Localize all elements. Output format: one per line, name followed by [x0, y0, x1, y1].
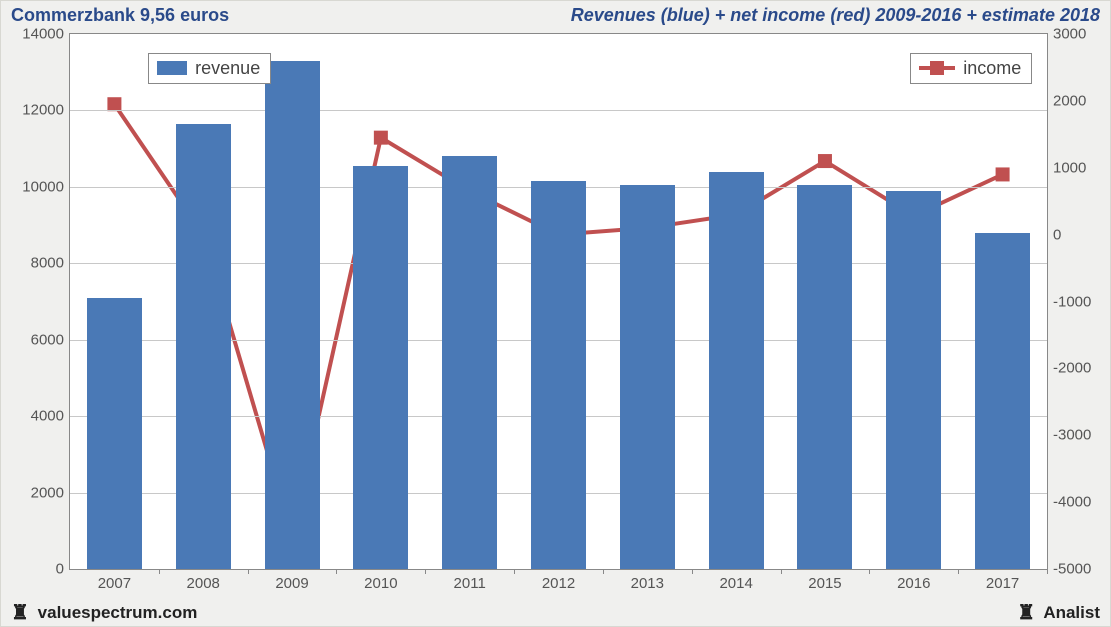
bar — [87, 298, 142, 569]
x-tick-label: 2013 — [631, 575, 664, 592]
x-tick-label: 2007 — [98, 575, 131, 592]
bar — [265, 61, 320, 569]
x-tick-label: 2014 — [719, 575, 752, 592]
footer-left: ♜ valuespectrum.com — [11, 602, 197, 623]
y-tick-left: 10000 — [22, 178, 64, 195]
rook-icon: ♜ — [1017, 603, 1035, 623]
footer-left-text: valuespectrum.com — [38, 603, 198, 622]
x-tick-mark — [425, 569, 426, 574]
bar — [442, 156, 497, 569]
plot-wrap: 02000400060008000100001200014000-5000-40… — [9, 27, 1102, 600]
x-tick-mark — [1047, 569, 1048, 574]
legend-label: revenue — [195, 58, 260, 79]
title-right: Revenues (blue) + net income (red) 2009-… — [571, 5, 1100, 26]
chart-card: Commerzbank 9,56 euros Revenues (blue) +… — [0, 0, 1111, 627]
x-tick-mark — [336, 569, 337, 574]
x-tick-label: 2016 — [897, 575, 930, 592]
x-tick-mark — [159, 569, 160, 574]
bar — [886, 191, 941, 569]
legend-swatch-icon — [157, 61, 187, 75]
y-tick-left: 8000 — [31, 255, 64, 272]
x-tick-label: 2017 — [986, 575, 1019, 592]
bar — [797, 185, 852, 569]
y-tick-right: -3000 — [1053, 427, 1091, 444]
footer-right-text: Analist — [1043, 603, 1100, 622]
legend-line-icon — [919, 66, 955, 70]
x-tick-label: 2011 — [454, 575, 486, 592]
plot-area: 02000400060008000100001200014000-5000-40… — [69, 33, 1048, 570]
x-tick-label: 2012 — [542, 575, 575, 592]
y-tick-right: 0 — [1053, 226, 1061, 243]
bar — [176, 124, 231, 569]
x-tick-mark — [603, 569, 604, 574]
income-marker — [996, 167, 1010, 181]
footer-right: ♜ Analist — [1017, 602, 1100, 623]
bar — [620, 185, 675, 569]
y-tick-right: 1000 — [1053, 159, 1086, 176]
x-tick-label: 2009 — [275, 575, 308, 592]
chart-footer: ♜ valuespectrum.com ♜ Analist — [1, 600, 1110, 626]
y-tick-left: 12000 — [22, 102, 64, 119]
income-marker — [818, 154, 832, 168]
y-tick-right: 3000 — [1053, 26, 1086, 43]
title-left: Commerzbank 9,56 euros — [11, 5, 229, 26]
legend: revenue — [148, 53, 271, 84]
y-tick-left: 0 — [56, 561, 64, 578]
legend-label: income — [963, 58, 1021, 79]
x-tick-mark — [248, 569, 249, 574]
x-tick-label: 2010 — [364, 575, 397, 592]
income-marker — [374, 131, 388, 145]
x-tick-mark — [869, 569, 870, 574]
x-tick-mark — [781, 569, 782, 574]
y-tick-right: -4000 — [1053, 494, 1091, 511]
y-tick-right: 2000 — [1053, 92, 1086, 109]
y-tick-right: -1000 — [1053, 293, 1091, 310]
x-tick-label: 2015 — [808, 575, 841, 592]
y-tick-right: -5000 — [1053, 561, 1091, 578]
income-marker — [107, 97, 121, 111]
y-tick-left: 14000 — [22, 26, 64, 43]
rook-icon: ♜ — [11, 603, 29, 623]
x-tick-mark — [692, 569, 693, 574]
bar — [709, 172, 764, 569]
bar — [353, 166, 408, 569]
bar — [975, 233, 1030, 569]
x-tick-label: 2008 — [187, 575, 220, 592]
y-tick-right: -2000 — [1053, 360, 1091, 377]
y-tick-left: 4000 — [31, 408, 64, 425]
x-tick-mark — [514, 569, 515, 574]
y-tick-left: 2000 — [31, 484, 64, 501]
legend: income — [910, 53, 1032, 84]
grid-line — [70, 110, 1047, 111]
x-tick-mark — [958, 569, 959, 574]
bar — [531, 181, 586, 569]
chart-header: Commerzbank 9,56 euros Revenues (blue) +… — [1, 1, 1110, 27]
y-tick-left: 6000 — [31, 331, 64, 348]
